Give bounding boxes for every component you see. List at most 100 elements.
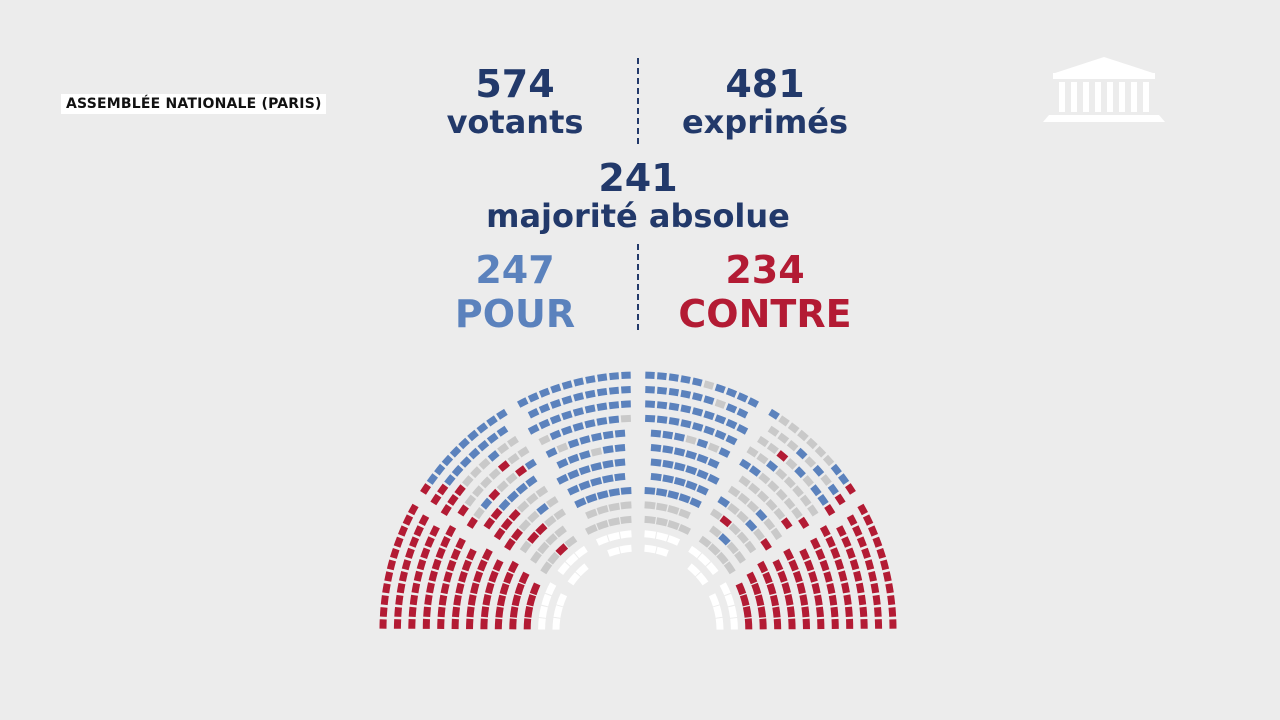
seat bbox=[748, 465, 761, 477]
seat bbox=[567, 438, 580, 449]
exprimes-stat: 481 exprimés bbox=[660, 64, 870, 140]
seat bbox=[435, 547, 446, 559]
seat bbox=[527, 424, 540, 435]
seat bbox=[505, 472, 518, 485]
seat bbox=[656, 488, 668, 497]
seat bbox=[860, 619, 868, 629]
seat bbox=[418, 514, 430, 526]
seat bbox=[466, 606, 475, 618]
votants-value: 574 bbox=[475, 62, 555, 106]
seat bbox=[538, 434, 551, 446]
seat bbox=[775, 468, 788, 480]
seat bbox=[650, 429, 662, 438]
seat bbox=[723, 561, 736, 575]
seat bbox=[452, 606, 460, 618]
seat bbox=[597, 373, 608, 382]
seat bbox=[608, 488, 620, 497]
seat bbox=[667, 490, 680, 500]
seat bbox=[382, 583, 391, 594]
seat bbox=[667, 535, 681, 546]
seat bbox=[572, 422, 584, 432]
seat bbox=[509, 618, 517, 630]
seat bbox=[620, 400, 631, 408]
seat bbox=[795, 447, 808, 460]
seat bbox=[662, 459, 674, 469]
seat bbox=[768, 408, 780, 420]
seat bbox=[503, 571, 514, 584]
seat bbox=[437, 606, 446, 618]
seat bbox=[483, 517, 496, 530]
seat bbox=[584, 404, 596, 414]
seat bbox=[441, 454, 454, 467]
seat bbox=[724, 593, 735, 607]
seat bbox=[602, 430, 614, 440]
seat bbox=[473, 507, 485, 520]
seat bbox=[497, 460, 510, 472]
seat bbox=[698, 535, 712, 548]
seat bbox=[393, 536, 404, 548]
seat bbox=[614, 429, 626, 438]
seat bbox=[515, 465, 528, 477]
seat bbox=[770, 527, 783, 541]
seat bbox=[393, 619, 402, 629]
seat bbox=[434, 463, 446, 476]
seat bbox=[828, 594, 838, 606]
contre-stat: 234 CONTRE bbox=[670, 250, 860, 334]
seat bbox=[527, 531, 540, 544]
seat bbox=[802, 475, 814, 487]
seat bbox=[608, 401, 620, 410]
seat bbox=[757, 435, 769, 448]
seat bbox=[692, 392, 703, 402]
seat bbox=[656, 502, 668, 512]
seat bbox=[872, 594, 881, 606]
seat bbox=[538, 418, 551, 430]
seat bbox=[645, 371, 655, 379]
seat bbox=[727, 485, 741, 498]
seat bbox=[736, 392, 749, 403]
seat bbox=[819, 559, 830, 572]
seat bbox=[453, 594, 462, 606]
seat bbox=[777, 432, 790, 444]
seat bbox=[763, 518, 776, 531]
seat bbox=[680, 419, 692, 429]
seat bbox=[590, 447, 603, 457]
seat bbox=[561, 410, 573, 421]
seat bbox=[725, 434, 738, 446]
seat bbox=[398, 525, 408, 537]
seat bbox=[791, 507, 803, 520]
seat bbox=[845, 547, 856, 559]
seat bbox=[567, 469, 580, 480]
seat bbox=[455, 537, 466, 550]
seat bbox=[440, 536, 451, 548]
seat bbox=[517, 397, 529, 408]
seat bbox=[507, 560, 519, 574]
seat bbox=[746, 500, 759, 513]
seat bbox=[838, 473, 850, 485]
seat bbox=[480, 618, 488, 630]
seat bbox=[673, 477, 686, 487]
seat bbox=[411, 582, 421, 594]
seat bbox=[695, 572, 709, 586]
seat bbox=[511, 594, 521, 607]
seat bbox=[527, 510, 540, 523]
seat bbox=[451, 618, 459, 630]
seat bbox=[730, 618, 738, 630]
seat bbox=[482, 594, 492, 606]
seat bbox=[565, 553, 579, 566]
seat bbox=[688, 545, 702, 559]
seat bbox=[480, 476, 493, 489]
seat bbox=[386, 559, 396, 571]
seat bbox=[380, 595, 389, 606]
seat bbox=[799, 594, 809, 606]
seat bbox=[555, 543, 569, 556]
seat bbox=[727, 503, 740, 515]
exprimes-label: exprimés bbox=[681, 103, 849, 141]
seat bbox=[736, 424, 749, 435]
seat bbox=[708, 593, 720, 607]
seat bbox=[451, 464, 464, 477]
seat bbox=[488, 488, 501, 501]
seat bbox=[620, 501, 632, 510]
seat bbox=[526, 594, 537, 607]
seat bbox=[792, 570, 803, 583]
seat bbox=[401, 559, 412, 571]
